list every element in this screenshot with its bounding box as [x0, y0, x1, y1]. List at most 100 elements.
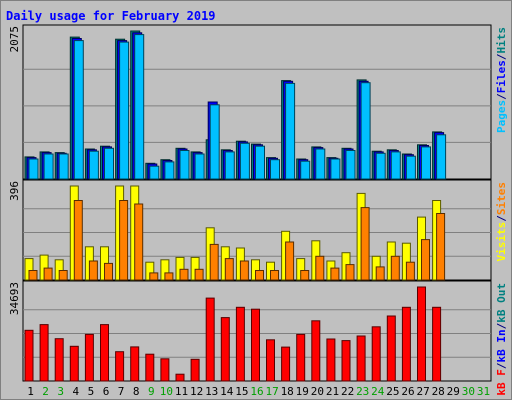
bar-pages [360, 82, 371, 180]
bar-pages [179, 150, 190, 180]
bar-kb-f [130, 346, 140, 382]
bar-kb-f [205, 297, 215, 382]
x-tick-label: 29 [447, 385, 460, 398]
legend-entry: kB In [495, 329, 508, 362]
bar-sites [119, 200, 129, 281]
bar-kb-f [220, 317, 230, 382]
bar-sites [43, 267, 53, 281]
bar-kb-f [386, 315, 396, 382]
bar-kb-f [371, 326, 381, 382]
chart-title: Daily usage for February 2019 [6, 9, 216, 23]
bar-sites [421, 239, 430, 281]
x-tick-label: 2 [42, 385, 49, 398]
x-tick-label: 5 [88, 385, 95, 398]
bar-pages [239, 142, 250, 180]
bar-sites [285, 241, 295, 281]
bar-pages [300, 160, 311, 180]
legend-entry: / [495, 53, 508, 60]
bar-kb-f [84, 333, 94, 382]
bar-kb-f [190, 358, 200, 382]
bar-sites [360, 207, 370, 281]
bar-pages [421, 146, 431, 180]
bar-sites [224, 258, 234, 281]
bar-kb-f [235, 306, 245, 382]
y-max-label: 34693 [8, 282, 21, 315]
x-tick-label: 24 [371, 385, 385, 398]
bar-pages [88, 150, 99, 180]
bar-sites [134, 203, 144, 281]
x-tick-label: 25 [386, 385, 399, 398]
bar-kb-f [115, 351, 125, 382]
bar-sites [436, 213, 446, 281]
x-tick-label: 1 [27, 385, 34, 398]
x-tick-label: 30 [462, 385, 475, 398]
bar-sites [194, 268, 204, 281]
bar-pages [104, 147, 114, 180]
legend-entry: Pages [495, 100, 508, 133]
bar-kb-f [341, 340, 351, 382]
bar-kb-f [281, 346, 291, 382]
x-tick-label: 28 [432, 385, 445, 398]
legend-entry: kB F [495, 369, 508, 396]
series-legend: Pages/Files/Hits [495, 27, 508, 133]
bar-sites [405, 261, 415, 281]
x-tick-label: 4 [72, 385, 79, 398]
bar-sites [209, 243, 219, 281]
bar-pages [405, 155, 416, 180]
bar-sites [315, 255, 325, 281]
bar-sites [345, 264, 355, 281]
bar-kb-f [54, 338, 64, 382]
x-tick-label: 9 [148, 385, 155, 398]
x-tick-label: 13 [205, 385, 218, 398]
bar-pages [58, 153, 69, 180]
bar-kb-f [69, 345, 79, 382]
legend-entry: Visits [495, 222, 508, 262]
bar-pages [436, 134, 447, 180]
x-tick-label: 14 [220, 385, 234, 398]
series-legend: kB F/kB In/kB Out [495, 283, 508, 396]
bar-pages [164, 161, 175, 180]
x-tick-label: 31 [477, 385, 490, 398]
panel-visits-sites: 396 Visits/Sites [8, 179, 508, 281]
bar-sites [179, 268, 189, 281]
bar-sites [104, 262, 113, 281]
bar-pages [119, 41, 130, 180]
bar-kb-f [160, 358, 170, 382]
bar-sites [164, 272, 174, 281]
y-max-label: 2075 [8, 26, 21, 53]
bar-sites [58, 270, 68, 281]
bar-sites [330, 267, 340, 281]
legend-entry: / [495, 93, 508, 100]
bar-pages [43, 153, 54, 180]
x-tick-label: 7 [118, 385, 125, 398]
legend-entry: Files [495, 60, 508, 93]
bar-kb-f [175, 373, 185, 382]
bar-pages [375, 152, 386, 180]
bar-kb-f [356, 335, 366, 382]
legend-entry: Hits [495, 27, 508, 54]
bar-kb-f [417, 286, 426, 382]
bar-sites [270, 270, 279, 281]
legend-entry: / [495, 362, 508, 369]
legend-entry: kB Out [495, 283, 508, 323]
bar-sites [375, 266, 385, 281]
bar-sites [239, 260, 249, 281]
bar-sites [88, 260, 98, 281]
bar-kb-f [39, 324, 49, 382]
bar-pages [345, 150, 356, 180]
x-tick-label: 12 [190, 385, 203, 398]
bar-pages [390, 151, 401, 180]
bar-kb-f [100, 324, 109, 382]
bar-kb-f [432, 306, 442, 382]
bar-kb-f [266, 339, 275, 382]
legend-entry: / [495, 322, 508, 329]
x-tick-label: 15 [235, 385, 248, 398]
bar-sites [73, 200, 83, 281]
x-tick-label: 27 [416, 385, 429, 398]
bar-kb-f [145, 353, 155, 382]
x-tick-label: 3 [57, 385, 64, 398]
bar-pages [330, 158, 341, 180]
